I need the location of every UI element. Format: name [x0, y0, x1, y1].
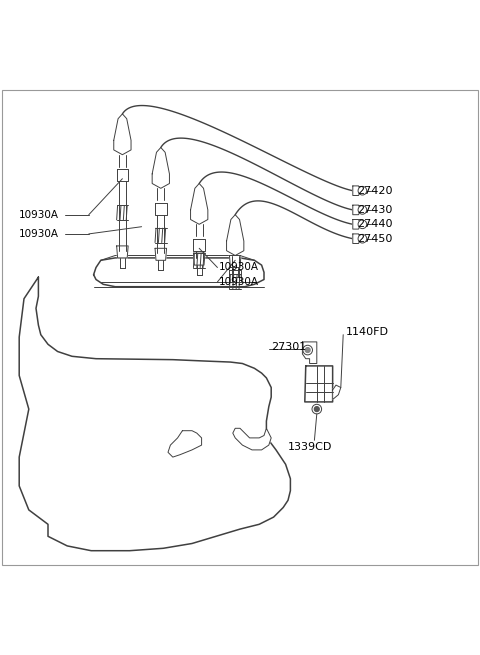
- Text: 1140FD: 1140FD: [346, 328, 389, 337]
- Text: 10930A: 10930A: [19, 229, 59, 239]
- Text: 27301: 27301: [271, 342, 306, 352]
- Polygon shape: [353, 234, 360, 244]
- Polygon shape: [117, 169, 128, 181]
- Polygon shape: [229, 270, 241, 282]
- Text: 10930A: 10930A: [218, 263, 258, 272]
- Polygon shape: [227, 215, 244, 255]
- Polygon shape: [168, 431, 202, 457]
- Polygon shape: [302, 342, 317, 364]
- Text: 27430: 27430: [358, 205, 393, 215]
- Text: 27450: 27450: [358, 234, 393, 244]
- Polygon shape: [353, 219, 360, 229]
- Polygon shape: [229, 255, 241, 267]
- Polygon shape: [155, 202, 167, 215]
- Polygon shape: [114, 114, 131, 155]
- Text: 27420: 27420: [358, 186, 393, 196]
- Polygon shape: [305, 366, 333, 402]
- Circle shape: [305, 348, 310, 352]
- Text: 10930A: 10930A: [19, 210, 59, 219]
- Text: 10930A: 10930A: [218, 277, 258, 287]
- Polygon shape: [353, 205, 360, 215]
- Polygon shape: [152, 147, 169, 188]
- Polygon shape: [191, 183, 208, 224]
- Circle shape: [358, 220, 367, 229]
- Circle shape: [358, 234, 367, 243]
- Circle shape: [358, 187, 367, 195]
- Polygon shape: [94, 258, 264, 287]
- Polygon shape: [193, 253, 205, 265]
- Circle shape: [314, 407, 319, 411]
- Circle shape: [358, 206, 367, 214]
- Polygon shape: [155, 248, 167, 260]
- Polygon shape: [333, 385, 341, 400]
- Polygon shape: [19, 277, 290, 551]
- Polygon shape: [233, 428, 271, 450]
- Polygon shape: [353, 186, 360, 195]
- Polygon shape: [117, 246, 128, 258]
- Text: 1339CD: 1339CD: [288, 443, 332, 453]
- Circle shape: [312, 404, 322, 414]
- Circle shape: [303, 345, 312, 355]
- Polygon shape: [193, 238, 205, 251]
- Text: 27440: 27440: [358, 219, 393, 229]
